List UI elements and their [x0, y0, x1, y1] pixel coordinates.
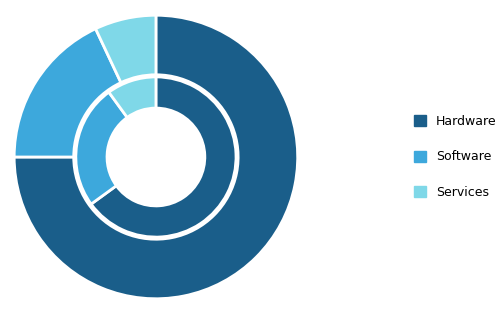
Wedge shape — [96, 15, 156, 83]
Wedge shape — [109, 77, 156, 117]
Wedge shape — [14, 29, 121, 157]
Wedge shape — [91, 77, 236, 237]
Legend: Hardware, Software, Services: Hardware, Software, Services — [413, 115, 497, 199]
Wedge shape — [76, 92, 127, 204]
Wedge shape — [14, 15, 298, 299]
